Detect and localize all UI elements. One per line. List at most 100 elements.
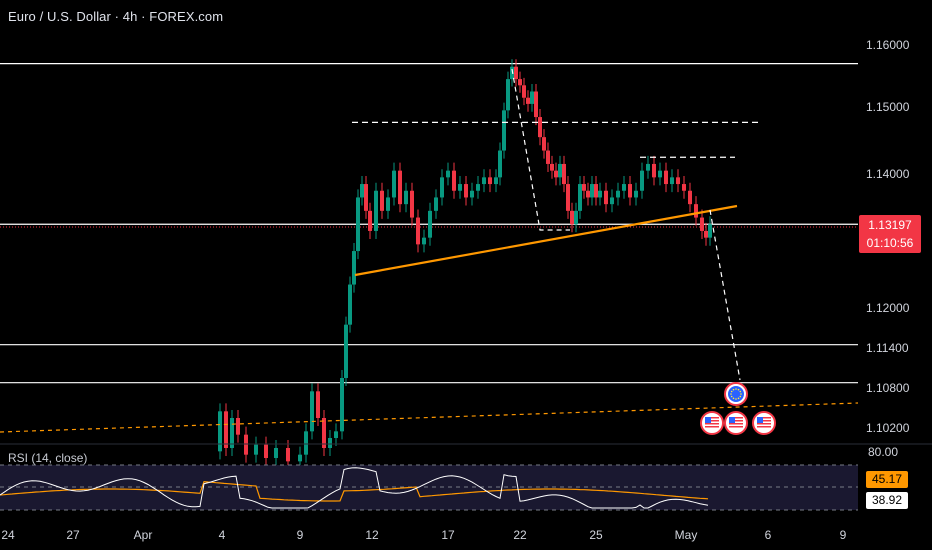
rsi-label: RSI (14, close)	[8, 451, 88, 465]
candle-body	[488, 177, 492, 185]
event-markers	[700, 382, 776, 435]
eu-star	[737, 397, 740, 400]
projection-path-1	[511, 68, 570, 231]
candle-body	[582, 184, 586, 191]
candle-body	[410, 190, 414, 218]
orange-dashed-support	[0, 402, 859, 433]
eu-star	[730, 390, 733, 393]
eu-star	[732, 388, 735, 391]
rsi-ma-line	[0, 480, 709, 502]
us-flag-stripe	[757, 423, 771, 425]
candle-body	[610, 197, 614, 205]
eu-flag-icon	[728, 386, 744, 402]
candle-body	[546, 150, 550, 164]
current-price-value: 1.13197	[868, 218, 912, 232]
candle-body	[364, 184, 368, 211]
candle-body	[708, 224, 712, 238]
time-tick-label: 22	[513, 528, 527, 542]
time-tick-label: Apr	[134, 528, 153, 542]
price-tick-label: 1.14000	[866, 167, 910, 181]
price-tick-label: 1.10800	[866, 381, 910, 395]
candle-body	[218, 411, 222, 452]
us-flag-stripe	[729, 426, 743, 428]
candle-body	[506, 79, 510, 111]
candle-body	[476, 184, 480, 191]
projection-path-2	[709, 209, 741, 381]
candle-body	[590, 184, 594, 198]
us-flag-stripe	[705, 417, 719, 419]
candle-body	[224, 411, 228, 448]
candle-body	[404, 190, 408, 205]
candle-body	[244, 434, 248, 455]
candle-body	[264, 444, 268, 458]
candle-body	[570, 210, 574, 225]
candle-body	[304, 431, 308, 455]
time-tick-label: 4	[219, 528, 226, 542]
candle-body	[322, 418, 326, 448]
candle-body	[236, 418, 240, 435]
us-flag-canton	[705, 417, 711, 423]
time-axis: 24 27 Apr 4 9 12 17 22 25 May 6 9	[1, 528, 846, 542]
us-flag-stripe	[757, 417, 771, 419]
candle-body	[348, 284, 352, 325]
eu-star	[739, 390, 742, 393]
candle-body	[670, 177, 674, 185]
candle-body	[688, 190, 692, 205]
eu-star	[735, 388, 737, 390]
candle-body	[334, 431, 338, 438]
candle-body	[446, 170, 450, 178]
us-flag-stripe	[729, 423, 743, 425]
candle-body	[640, 170, 644, 191]
candle-body	[518, 79, 522, 86]
eu-star	[737, 388, 740, 391]
rsi-panel: 80.00	[0, 443, 932, 511]
us-flag-stripe	[705, 423, 719, 425]
candle-body	[682, 184, 686, 191]
candle-body	[274, 448, 278, 458]
eu-star	[732, 397, 735, 400]
candle-body	[628, 184, 632, 198]
candle-body	[526, 97, 530, 104]
time-tick-label: 24	[1, 528, 15, 542]
candle-body	[574, 210, 578, 225]
candle-body	[464, 184, 468, 198]
rsi-value-tag: 38.92	[866, 492, 908, 509]
candle-body	[566, 184, 570, 211]
candle-body	[658, 170, 662, 178]
candle-body	[700, 217, 704, 231]
candle-body	[514, 66, 518, 80]
candle-body	[254, 444, 258, 455]
candle-body	[398, 170, 402, 205]
candle-body	[646, 163, 650, 171]
candles	[218, 59, 712, 470]
drawings	[0, 68, 859, 433]
time-tick-label: 25	[589, 528, 603, 542]
candle-body	[380, 190, 384, 211]
us-flag-stripe	[757, 420, 771, 422]
candle-body	[538, 117, 542, 138]
candle-body	[434, 197, 438, 211]
price-tick-label: 1.16000	[866, 38, 910, 52]
candle-body	[356, 197, 360, 252]
candle-body	[534, 91, 538, 118]
candle-body	[310, 391, 314, 432]
candle-body	[498, 150, 502, 178]
us-flag-stripe	[705, 426, 719, 428]
time-tick-label: 6	[765, 528, 772, 542]
us-flag-stripe	[729, 420, 743, 422]
candle-body	[664, 170, 668, 185]
us-flag-canton	[729, 417, 735, 423]
candle-body	[530, 91, 534, 104]
candle-body	[502, 110, 506, 151]
candle-body	[440, 177, 444, 198]
candle-body	[676, 177, 680, 185]
us-flag-stripe	[705, 420, 719, 422]
price-tick-label: 1.12000	[866, 301, 910, 315]
candle-body	[558, 163, 562, 178]
candle-body	[704, 230, 708, 238]
current-price-tag: 1.13197 01:10:56	[859, 215, 921, 253]
eu-star	[730, 395, 733, 398]
candle-body	[598, 190, 602, 198]
candle-body	[522, 85, 526, 98]
